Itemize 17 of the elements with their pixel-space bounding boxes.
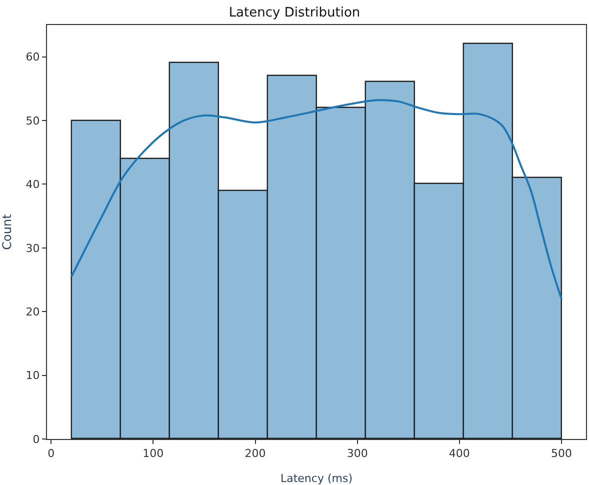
y-tick-label: 60 (26, 50, 40, 64)
x-tick-label: 400 (448, 447, 470, 460)
y-tick-label: 10 (26, 369, 40, 382)
x-tick-label: 500 (551, 447, 572, 460)
line-series (70, 99, 562, 300)
y-tick-label: 30 (26, 242, 40, 255)
y-axis-title: Count (0, 214, 14, 250)
x-tick-label: 0 (48, 447, 55, 460)
x-axis-title: Latency (ms) (280, 472, 353, 485)
x-tick-label: 200 (244, 447, 266, 460)
x-tick-label: 100 (142, 447, 164, 460)
chart-title: Latency Distribution (228, 5, 360, 20)
y-tick-label: 0 (32, 432, 40, 446)
y-tick-label: 20 (26, 305, 40, 318)
y-tick-label: 40 (26, 178, 40, 192)
x-tick-label: 300 (346, 447, 368, 460)
y-tick-label: 50 (26, 114, 40, 128)
